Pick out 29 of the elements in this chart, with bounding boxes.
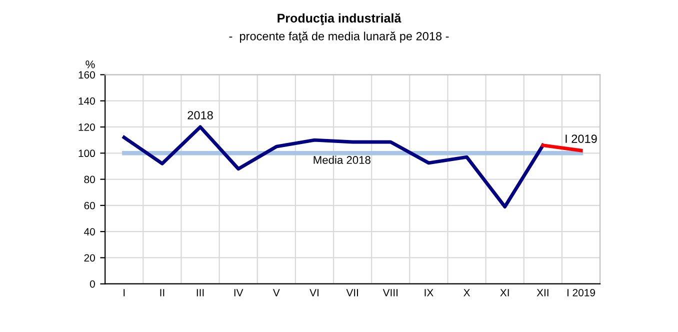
y-tick-label: 160 bbox=[78, 71, 95, 79]
x-tick-label: X bbox=[464, 289, 470, 296]
y-tick-label: 120 bbox=[78, 123, 95, 131]
x-tick-label: I bbox=[124, 289, 125, 296]
series-label: 2018 bbox=[188, 111, 213, 120]
y-tick-label: 80 bbox=[84, 176, 95, 184]
y-tick-label: 0 bbox=[90, 280, 95, 288]
chart-title: Producţia industrială bbox=[278, 13, 402, 26]
x-tick-label: XI bbox=[500, 289, 509, 296]
x-tick-label: XII bbox=[536, 289, 548, 296]
x-tick-label: II bbox=[160, 289, 164, 296]
line-series bbox=[122, 125, 545, 208]
x-tick-label: VII bbox=[346, 289, 358, 296]
y-tick-label: 100 bbox=[78, 150, 95, 158]
y-tick-label: 20 bbox=[84, 254, 95, 262]
x-tick-label: VIII bbox=[382, 289, 398, 296]
y-tick-label: 60 bbox=[84, 202, 95, 210]
y-axis-title: % bbox=[86, 60, 95, 68]
chart-subtitle: - procente faţă de media lunară pe 2018 - bbox=[229, 32, 449, 43]
x-tick-label: I 2019 bbox=[567, 288, 595, 296]
y-tick-label: 40 bbox=[84, 228, 95, 236]
series-label: I 2019 bbox=[566, 134, 597, 143]
x-tick-label: V bbox=[272, 289, 280, 296]
ref-line-label: Media 2018 bbox=[314, 156, 370, 164]
y-tick-label: 140 bbox=[78, 97, 95, 105]
x-tick-label: IX bbox=[424, 289, 434, 296]
x-tick-label: IV bbox=[234, 289, 244, 296]
x-tick-label: III bbox=[196, 289, 204, 296]
x-tick-label: VI bbox=[310, 289, 318, 296]
